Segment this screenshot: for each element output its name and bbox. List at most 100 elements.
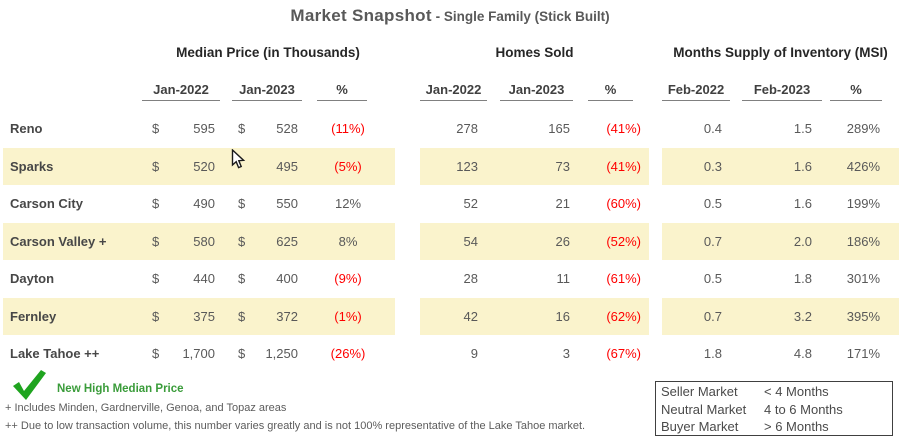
col-header-sold-pct: % xyxy=(588,82,633,101)
col-header-median-pct: % xyxy=(317,82,367,101)
msi-2023: 4.8 xyxy=(793,346,812,362)
median-price-change-pct: (9%) xyxy=(334,271,362,287)
currency-symbol: $ xyxy=(152,158,160,174)
median-price-change-pct: (5%) xyxy=(334,158,362,174)
legend-row-seller: Seller Market < 4 Months xyxy=(661,383,892,401)
col-header-sold-jan2023: Jan-2023 xyxy=(500,82,573,101)
footnote-carson-valley: + Includes Minden, Gardnerville, Genoa, … xyxy=(5,402,287,414)
msi-2023: 1.6 xyxy=(793,158,812,174)
msi-2022: 0.7 xyxy=(703,233,722,249)
median-price-2023: 495 xyxy=(276,158,298,174)
mouse-cursor-icon xyxy=(231,148,246,175)
median-price-2022: 580 xyxy=(193,233,215,249)
homes-sold-2022: 278 xyxy=(456,121,478,137)
msi-2023: 1.8 xyxy=(793,271,812,287)
homes-sold-change-pct: (41%) xyxy=(606,121,641,137)
table-row: Dayton $ 440 $ 400 (9%) 28 11 (61%) 0.5 … xyxy=(0,260,900,298)
currency-symbol: $ xyxy=(238,121,246,137)
table-row: Fernley $ 375 $ 372 (1%) 42 16 (62%) 0.7… xyxy=(0,297,900,335)
median-price-2022: 1,700 xyxy=(182,346,215,362)
currency-symbol: $ xyxy=(238,271,246,287)
table-row: Carson Valley + $ 580 $ 625 8% 54 26 (52… xyxy=(0,222,900,260)
legend-market-label: Seller Market xyxy=(661,384,738,399)
msi-change-pct: 199% xyxy=(846,196,880,212)
legend-range-value: < 4 Months xyxy=(764,384,829,399)
homes-sold-change-pct: (62%) xyxy=(606,308,641,324)
row-label: Reno xyxy=(10,121,43,137)
median-price-change-pct: 12% xyxy=(334,196,362,212)
homes-sold-change-pct: (61%) xyxy=(606,271,641,287)
homes-sold-change-pct: (52%) xyxy=(606,233,641,249)
msi-2023: 1.5 xyxy=(793,121,812,137)
legend-row-neutral: Neutral Market 4 to 6 Months xyxy=(661,401,892,419)
homes-sold-2023: 21 xyxy=(555,196,570,212)
homes-sold-2023: 16 xyxy=(555,308,570,324)
new-high-median-price-label: New High Median Price xyxy=(57,383,184,395)
median-price-change-pct: (26%) xyxy=(330,346,366,362)
currency-symbol: $ xyxy=(238,196,246,212)
legend-market-label: Neutral Market xyxy=(661,401,747,417)
currency-symbol: $ xyxy=(152,346,160,362)
median-price-change-pct: 8% xyxy=(338,233,358,249)
title-sub: - Single Family (Stick Built) xyxy=(431,9,610,24)
median-price-2023: 528 xyxy=(276,121,298,137)
median-price-2023: 625 xyxy=(276,233,298,249)
median-price-2022: 490 xyxy=(193,196,215,212)
column-header-row: Jan-2022 Jan-2023 % Jan-2022 Jan-2023 % … xyxy=(0,82,900,101)
median-price-2023: 550 xyxy=(276,196,298,212)
group-header-median-price: Median Price (in Thousands) xyxy=(176,45,360,60)
footnote-lake-tahoe: ++ Due to low transaction volume, this n… xyxy=(5,419,586,432)
homes-sold-2023: 73 xyxy=(555,158,570,174)
group-header-msi: Months Supply of Inventory (MSI) xyxy=(673,45,888,60)
legend-row-buyer: Buyer Market > 6 Months xyxy=(661,418,892,436)
median-price-2022: 595 xyxy=(193,121,215,137)
msi-change-pct: 186% xyxy=(846,233,880,249)
homes-sold-2023: 11 xyxy=(556,271,571,287)
group-header-homes-sold: Homes Sold xyxy=(495,45,574,60)
row-label: Sparks xyxy=(10,158,54,174)
msi-2022: 0.5 xyxy=(703,271,722,287)
msi-2023: 1.6 xyxy=(793,196,812,212)
homes-sold-2022: 9 xyxy=(470,346,478,362)
msi-2022: 1.8 xyxy=(703,346,722,362)
msi-change-pct: 426% xyxy=(846,158,880,174)
median-price-2022: 375 xyxy=(193,308,215,324)
median-price-2022: 440 xyxy=(193,271,215,287)
currency-symbol: $ xyxy=(238,233,246,249)
homes-sold-2022: 28 xyxy=(463,271,478,287)
table-row: Lake Tahoe ++ $ 1,700 $ 1,250 (26%) 9 3 … xyxy=(0,335,900,373)
col-header-sold-jan2022: Jan-2022 xyxy=(420,82,487,101)
checkmark-icon xyxy=(10,369,50,406)
col-header-median-jan2022: Jan-2022 xyxy=(142,82,220,101)
table-row: Sparks $ 520 495 (5%) 123 73 (41%) 0.3 1… xyxy=(0,147,900,185)
col-header-median-jan2023: Jan-2023 xyxy=(232,82,302,101)
msi-2023: 3.2 xyxy=(793,308,812,324)
col-header-msi-pct: % xyxy=(830,82,882,101)
col-header-msi-feb2023: Feb-2023 xyxy=(742,82,822,101)
msi-change-pct: 171% xyxy=(846,346,880,362)
col-header-msi-feb2022: Feb-2022 xyxy=(662,82,730,101)
homes-sold-2022: 123 xyxy=(456,158,478,174)
legend-range-value: > 6 Months xyxy=(764,419,829,434)
median-price-change-pct: (1%) xyxy=(334,308,362,324)
msi-legend-box: Seller Market < 4 Months Neutral Market … xyxy=(655,381,893,436)
currency-symbol: $ xyxy=(152,271,160,287)
msi-change-pct: 301% xyxy=(846,271,880,287)
median-price-2023: 372 xyxy=(276,308,298,324)
median-price-2023: 400 xyxy=(276,271,298,287)
row-label: Carson City xyxy=(10,196,83,212)
msi-change-pct: 395% xyxy=(846,308,880,324)
homes-sold-2023: 3 xyxy=(562,346,570,362)
msi-2022: 0.3 xyxy=(703,158,722,174)
msi-2022: 0.4 xyxy=(703,121,722,137)
homes-sold-2022: 54 xyxy=(463,233,478,249)
group-header-row: Median Price (in Thousands) Homes Sold M… xyxy=(0,45,900,60)
median-price-2022: 520 xyxy=(193,158,215,174)
table-row: Reno $ 595 $ 528 (11%) 278 165 (41%) 0.4… xyxy=(0,110,900,148)
title-main: Market Snapshot xyxy=(290,6,432,25)
legend-range-value: 4 to 6 Months xyxy=(764,401,843,417)
median-price-2023: 1,250 xyxy=(265,346,298,362)
msi-change-pct: 289% xyxy=(846,121,880,137)
currency-symbol: $ xyxy=(152,308,160,324)
